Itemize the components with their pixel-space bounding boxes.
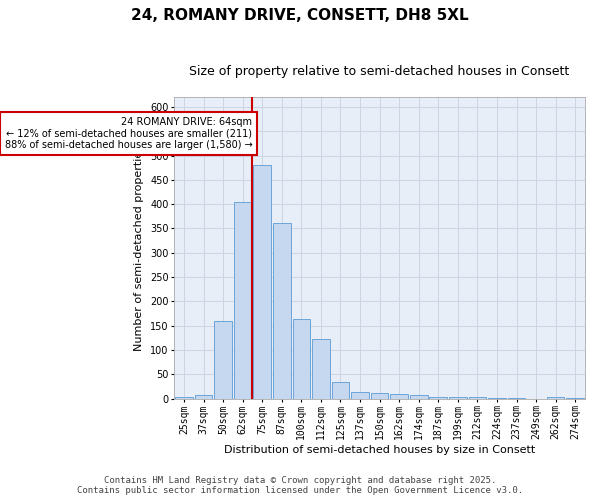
Bar [273, 222, 290, 398]
Bar [391, 394, 408, 398]
Bar [312, 340, 330, 398]
Bar [332, 382, 349, 398]
Bar [195, 394, 212, 398]
Bar [371, 394, 388, 398]
Bar [449, 396, 467, 398]
Bar [469, 396, 486, 398]
Bar [293, 320, 310, 398]
Bar [253, 166, 271, 398]
Title: Size of property relative to semi-detached houses in Consett: Size of property relative to semi-detach… [190, 65, 570, 78]
Bar [175, 396, 193, 398]
Bar [214, 321, 232, 398]
Bar [410, 395, 428, 398]
Bar [430, 396, 447, 398]
Text: Contains HM Land Registry data © Crown copyright and database right 2025.
Contai: Contains HM Land Registry data © Crown c… [77, 476, 523, 495]
Text: 24, ROMANY DRIVE, CONSETT, DH8 5XL: 24, ROMANY DRIVE, CONSETT, DH8 5XL [131, 8, 469, 22]
Bar [547, 397, 565, 398]
X-axis label: Distribution of semi-detached houses by size in Consett: Distribution of semi-detached houses by … [224, 445, 535, 455]
Bar [234, 202, 251, 398]
Bar [351, 392, 369, 398]
Y-axis label: Number of semi-detached properties: Number of semi-detached properties [134, 145, 145, 351]
Text: 24 ROMANY DRIVE: 64sqm
← 12% of semi-detached houses are smaller (211)
88% of se: 24 ROMANY DRIVE: 64sqm ← 12% of semi-det… [5, 116, 253, 150]
